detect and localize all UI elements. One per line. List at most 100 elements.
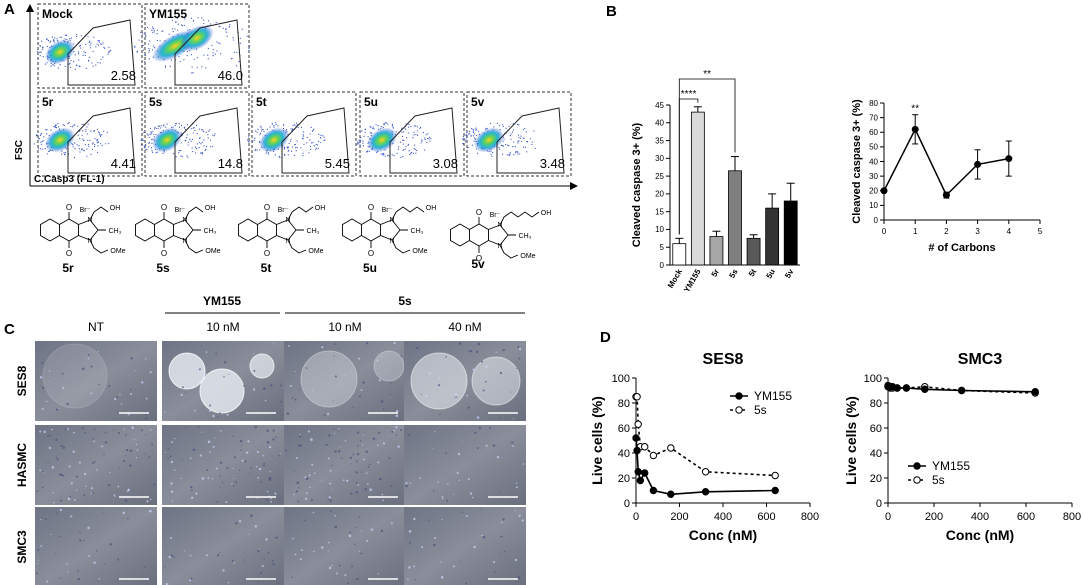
cell xyxy=(502,348,505,352)
flow-event xyxy=(475,129,477,131)
flow-event xyxy=(37,50,39,53)
flow-event xyxy=(97,61,99,64)
cell-colony xyxy=(249,353,275,379)
cell xyxy=(170,554,174,557)
flow-event xyxy=(465,139,467,141)
flow-event xyxy=(288,142,290,144)
cell xyxy=(123,459,126,463)
flow-event xyxy=(357,141,359,143)
panel-label: B xyxy=(606,3,617,20)
flow-event xyxy=(160,127,162,129)
cell xyxy=(332,400,334,402)
flow-event xyxy=(91,148,94,150)
cell xyxy=(475,350,479,354)
cell xyxy=(285,449,288,452)
cell xyxy=(244,460,247,463)
cell xyxy=(114,494,117,496)
y-axis-label: Live cells (%) xyxy=(589,396,605,485)
data-point xyxy=(667,444,675,452)
flow-event xyxy=(39,148,42,150)
cell xyxy=(348,534,352,538)
cell xyxy=(241,459,244,462)
flow-event xyxy=(466,131,468,133)
bar xyxy=(783,200,798,266)
flow-event xyxy=(416,126,418,128)
cell xyxy=(349,531,352,534)
flow-event xyxy=(192,132,195,134)
flow-event xyxy=(498,125,501,127)
flow-event xyxy=(186,50,189,53)
flow-event xyxy=(140,139,142,142)
flow-event xyxy=(99,133,101,135)
cell xyxy=(207,440,211,444)
flow-event xyxy=(296,147,298,149)
flow-event xyxy=(196,132,198,135)
cell xyxy=(308,474,311,477)
flow-event xyxy=(101,144,103,146)
significance-label: ** xyxy=(911,104,919,115)
flow-event xyxy=(79,47,82,49)
data-point xyxy=(942,191,950,199)
atom-label: N xyxy=(389,217,394,224)
cell xyxy=(355,491,359,494)
flow-event xyxy=(402,143,404,145)
flow-plot-name: 5v xyxy=(471,95,485,109)
flow-event xyxy=(360,137,362,139)
flow-event xyxy=(212,52,214,54)
x-tick-label: 800 xyxy=(1063,511,1081,523)
flow-event xyxy=(201,151,203,153)
cell xyxy=(131,426,134,430)
flow-event xyxy=(513,141,515,143)
cell xyxy=(447,483,449,485)
flow-event xyxy=(185,137,188,139)
cell xyxy=(250,514,253,518)
micrograph xyxy=(404,507,526,585)
flow-event xyxy=(309,139,311,141)
cell xyxy=(408,541,411,544)
flow-event xyxy=(320,134,322,136)
cell xyxy=(98,383,100,386)
cell xyxy=(47,434,50,437)
cell xyxy=(120,403,123,405)
cell xyxy=(79,531,81,533)
flow-event xyxy=(195,124,198,126)
flow-event xyxy=(248,45,251,47)
cell xyxy=(350,463,352,465)
flow-event xyxy=(520,135,522,137)
cell xyxy=(358,516,361,518)
cell xyxy=(480,508,482,510)
flow-event xyxy=(180,149,182,152)
flow-event xyxy=(69,62,71,65)
flow-event xyxy=(203,22,205,25)
cell xyxy=(69,495,72,498)
cell xyxy=(275,436,277,438)
group-label: 5s xyxy=(398,294,412,308)
cell xyxy=(268,446,272,449)
flow-event xyxy=(97,145,99,147)
cell xyxy=(181,458,183,460)
flow-event xyxy=(76,64,78,67)
flow-event xyxy=(465,133,467,135)
flow-event xyxy=(212,49,214,51)
cell xyxy=(357,484,359,486)
cell xyxy=(390,381,392,384)
flow-event xyxy=(57,122,59,125)
cell xyxy=(390,393,392,395)
x-axis-label: Conc (nM) xyxy=(946,527,1014,543)
flow-event xyxy=(518,136,520,139)
flow-event xyxy=(257,128,259,130)
flow-event xyxy=(95,64,97,66)
cell xyxy=(44,518,47,520)
cell xyxy=(117,485,120,488)
cell xyxy=(268,478,272,481)
atom-label: CH₃ xyxy=(307,228,320,235)
cell xyxy=(181,386,184,389)
flow-event xyxy=(63,153,66,156)
cell xyxy=(395,414,399,418)
cell xyxy=(517,576,521,579)
cell xyxy=(360,552,363,555)
flow-gate-value: 3.08 xyxy=(433,156,458,171)
data-point xyxy=(911,125,919,133)
cell xyxy=(272,429,275,432)
